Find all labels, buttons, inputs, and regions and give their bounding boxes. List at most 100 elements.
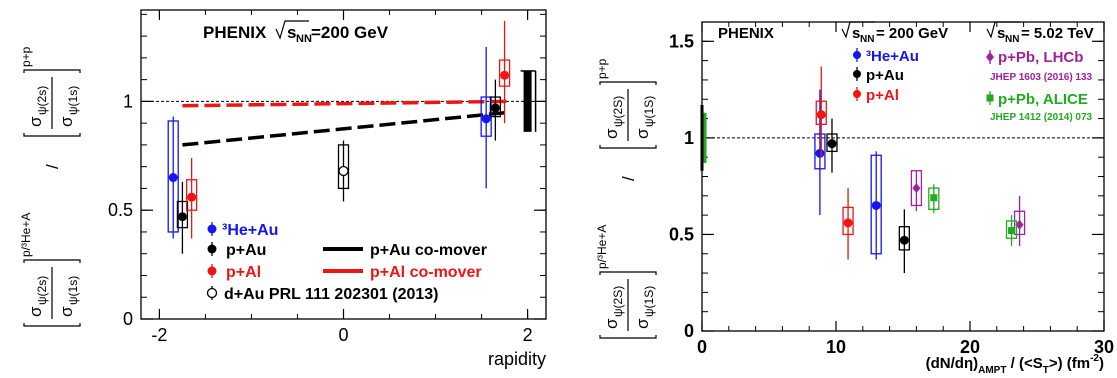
right-y-axis-label: σ ψ(2S) σ ψ(1S) p/³He+A / σ ψ(2S) σ ψ(1S… [595,58,657,339]
pp-systematic-band [701,112,707,163]
y-tick-label: 1 [123,91,133,111]
data-point-d-au-prl-111-202301-2013 [337,140,350,202]
right-ylabel-den-bot: σ [633,318,652,329]
left-data-points [167,20,511,254]
left-ylabel-top-sup: p+p [19,46,33,67]
data-point-p-pb-lhcb [1013,195,1026,247]
right-ylabel-num-top-sub: ψ(2S) [611,96,625,127]
left-energy-symbol: s [287,23,296,42]
legend-marker-dau [206,287,218,299]
r-legend-alice: p+Pb, ALICE JHEP 1412 (2014) 073 [986,91,1093,123]
data-point-p-al [815,66,827,158]
legend-label-pau: p+Au [226,242,266,259]
marker-filled-circle [899,235,909,245]
r-legend-pau: p+Au [853,67,904,84]
left-ylabel-num-top: σ [26,116,45,127]
marker-filled-circle [843,218,853,228]
data-point-p-pb-alice [1005,215,1018,247]
legend-item-pal: p+Al [207,264,261,281]
left-energy-label: s NN =200 GeV [275,20,389,45]
r-legend-ref-lhcb: JHEP 1603 (2016) 133 [990,72,1093,83]
left-ylabel-den-top: σ [57,116,76,127]
marker-filled-circle [815,148,825,158]
right-ylabel-num-bot-sub: ψ(2S) [611,286,625,317]
left-panel: -2 0 2 0 0.5 1 PHENIX s NN =200 GeV σ ψ(2s) σ… [19,9,547,369]
right-ylabel-top-sup: p+p [595,58,609,79]
marker-filled-circle [827,139,837,149]
legend-label-dau: d+Au PRL 111 202301 (2013) [224,286,439,303]
data-point-p-au [898,209,910,274]
right-energy-value-1: = 200 GeV [876,25,948,42]
y-tick-label: 0.5 [669,224,694,244]
pp-systematic-band [523,70,532,132]
r-legend-label-lhcb: p+Pb, LHCb [998,49,1083,66]
data-point-p-au [489,79,502,141]
right-reference-line [700,105,1104,171]
x-tick-label: -2 [151,325,167,345]
marker-filled-circle [481,114,491,124]
y-tick-label: 0 [123,309,133,329]
legend-marker-he3au [207,224,217,234]
right-ylabel-bot-sup: p/³He+A [595,225,609,269]
data-point-p-au [176,181,189,254]
right-legend: ³He+Au p+Au p+Al p+Pb, LHCb JHEP 1603 (2… [853,48,1093,123]
data-point-p-al [185,157,198,239]
right-energy-label-2: s NN = 5.02 TeV [986,21,1094,45]
left-ylabel-den-bot: σ [57,306,76,317]
right-energy-label-1: s NN = 200 GeV [841,21,948,45]
legend-item-he3au: ³He+Au [207,222,278,239]
left-y-axis-label: σ ψ(2s) σ ψ(1s) p/³He+A / σ ψ(2s) σ ψ(1s… [19,46,81,327]
r-legend-he3au: ³He+Au [853,48,919,65]
marker-filled-circle [871,200,881,210]
y-tick-label: 0.5 [108,200,133,220]
comover-line-p-al-co-mover [182,99,510,108]
legend-item-dau: d+Au PRL 111 202301 (2013) [206,286,439,303]
data-point-p-au [826,118,838,173]
x-tick-label: 2 [523,325,533,345]
legend-item-pau-comover: p+Au co-mover [323,242,487,259]
legend-label-pau-comover: p+Au co-mover [370,242,487,259]
x-tick-label: 10 [826,337,846,357]
data-point-p-pb-lhcb [910,170,923,212]
right-energy-sub-1: NN [860,34,874,45]
right-experiment-label: PHENIX [718,25,774,42]
left-ylabel-bot-sup: p/³He+A [19,213,33,257]
right-x-axis-label: (dN/dη)AMPT / (<ST>) (fm-2) [926,353,1104,376]
marker-filled-circle [500,70,510,80]
marker-filled-circle [187,192,197,202]
legend-marker-pal [207,266,217,276]
marker-diamond [1015,219,1024,230]
data-point-p-al [842,188,854,260]
data-point-he-au [480,46,492,189]
right-ylabel-slash: / [619,176,638,181]
left-ylabel-num-bot: σ [26,306,45,317]
left-axis-ticks: -2 0 2 0 0.5 1 [108,10,546,345]
right-ylabel-den-top: σ [633,128,652,139]
left-ylabel-den-bot-sub: ψ(1s) [66,276,80,305]
marker-square [1008,227,1016,235]
legend-marker-pau [207,244,217,254]
left-ylabel-slash: / [43,164,62,169]
data-point-p-pb-alice [928,184,940,214]
x-tick-label: 0 [338,325,348,345]
right-panel: 0 10 20 30 0 0.5 1 1.5 PHENIX s NN = 200 GeV s … [595,21,1114,376]
x-tick-label: 30 [1094,337,1114,357]
data-point-p-al [498,20,511,124]
left-ylabel-num-top-sub: ψ(2s) [35,86,49,115]
left-comover-lines [182,99,510,147]
x-tick-label: 20 [960,337,980,357]
left-energy-value: =200 GeV [311,23,389,42]
legend-item-pau: p+Au [207,242,266,259]
r-legend-label-pal: p+Al [866,87,899,104]
data-point-he-au [870,151,882,260]
marker-square [930,194,938,202]
y-tick-label: 1 [684,128,694,148]
r-legend-label-he3au: ³He+Au [866,48,919,65]
legend-label-pal-comover: p+Al co-mover [370,264,482,281]
legend-label-pal: p+Al [226,264,261,281]
y-tick-label: 1.5 [669,31,694,51]
right-energy-sub-2: NN [1005,34,1019,45]
marker-filled-circle [177,212,187,222]
y-tick-label: 0 [684,321,694,341]
right-energy-symbol-1: s [852,25,860,42]
